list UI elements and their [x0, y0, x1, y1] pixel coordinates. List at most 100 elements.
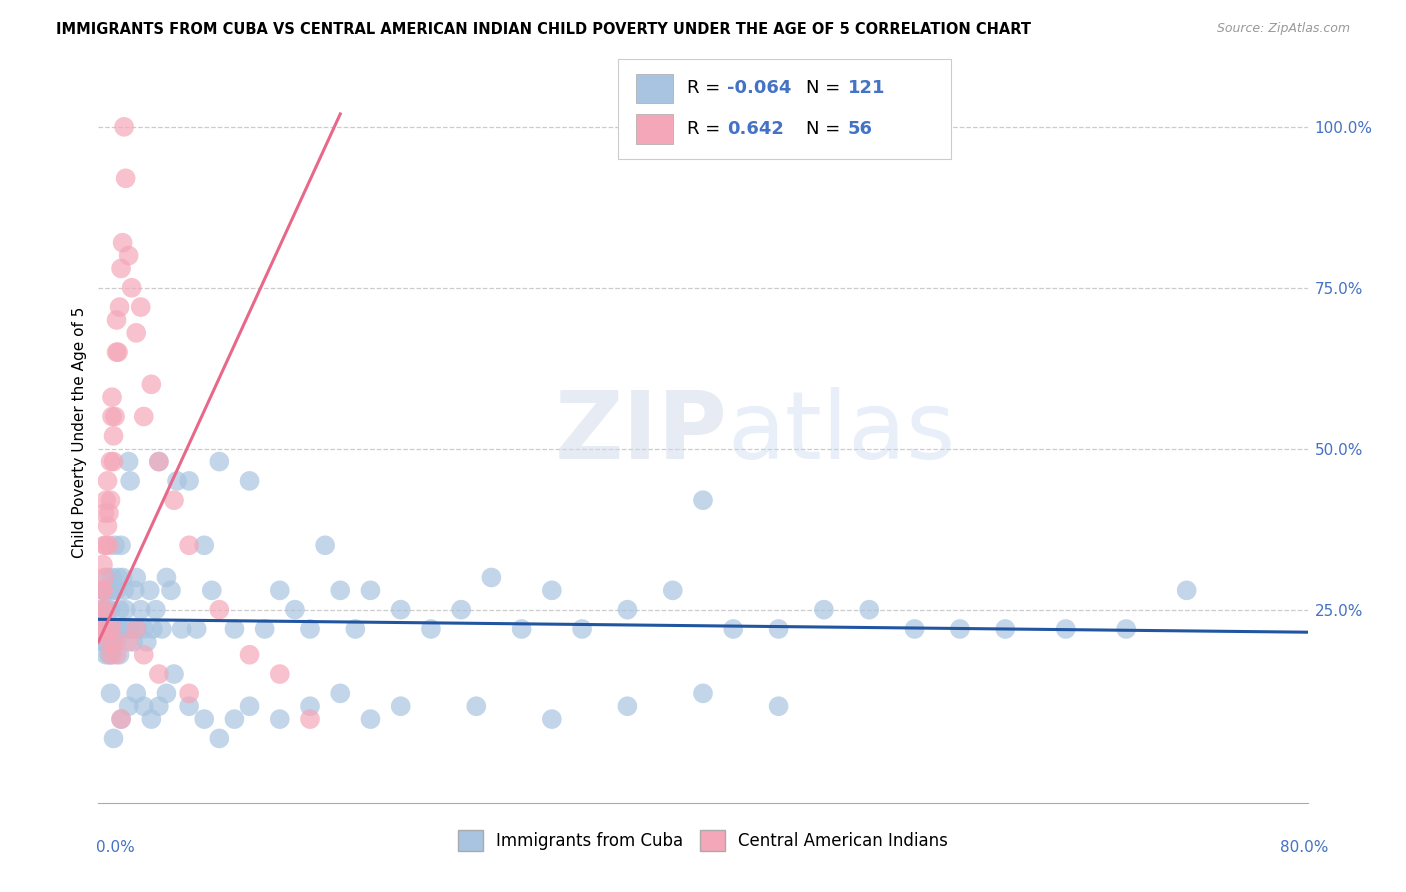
Point: [96, 622, 118, 636]
Point: [132, 409, 155, 424]
Text: atlas: atlas: [727, 386, 956, 479]
Point: [269, 712, 291, 726]
Point: [858, 602, 880, 616]
Point: [122, 635, 145, 649]
Point: [139, 583, 162, 598]
Point: [115, 622, 138, 636]
Point: [193, 712, 215, 726]
Point: [103, 635, 125, 649]
Point: [239, 648, 262, 662]
Point: [96, 474, 118, 488]
Point: [100, 686, 122, 700]
Point: [125, 622, 148, 636]
Point: [148, 454, 170, 468]
Point: [94, 648, 117, 662]
Point: [103, 454, 125, 468]
Text: 121: 121: [848, 79, 886, 97]
Point: [103, 635, 125, 649]
Point: [141, 712, 163, 726]
Text: N =: N =: [806, 79, 846, 97]
Point: [132, 648, 155, 662]
Point: [93, 538, 115, 552]
Point: [155, 686, 177, 700]
Point: [510, 622, 533, 636]
Point: [329, 583, 352, 598]
Point: [125, 570, 148, 584]
Text: 56: 56: [848, 120, 873, 138]
Point: [616, 699, 638, 714]
FancyBboxPatch shape: [637, 73, 672, 103]
Point: [110, 261, 132, 276]
Point: [103, 429, 125, 443]
Point: [96, 519, 118, 533]
Point: [98, 506, 121, 520]
Point: [208, 731, 231, 746]
Point: [132, 699, 155, 714]
Point: [269, 667, 291, 681]
Point: [125, 326, 148, 340]
Point: [692, 686, 714, 700]
Point: [540, 712, 562, 726]
Point: [98, 583, 121, 598]
Point: [100, 622, 122, 636]
Point: [129, 300, 152, 314]
Point: [127, 622, 149, 636]
Point: [108, 648, 131, 662]
Point: [110, 622, 132, 636]
Point: [112, 583, 135, 598]
Point: [224, 712, 246, 726]
Point: [103, 583, 125, 598]
Point: [208, 454, 231, 468]
Text: IMMIGRANTS FROM CUBA VS CENTRAL AMERICAN INDIAN CHILD POVERTY UNDER THE AGE OF 5: IMMIGRANTS FROM CUBA VS CENTRAL AMERICAN…: [56, 22, 1031, 37]
Point: [389, 699, 412, 714]
Point: [118, 635, 141, 649]
Point: [299, 622, 322, 636]
Point: [208, 602, 231, 616]
Point: [96, 635, 118, 649]
Point: [120, 474, 142, 488]
Point: [91, 583, 114, 598]
Y-axis label: Child Poverty Under the Age of 5: Child Poverty Under the Age of 5: [72, 307, 87, 558]
Point: [105, 583, 128, 598]
Point: [94, 622, 117, 636]
Point: [148, 454, 170, 468]
Point: [344, 622, 367, 636]
Point: [98, 538, 121, 552]
Point: [1054, 622, 1077, 636]
Point: [135, 635, 157, 649]
Point: [107, 570, 129, 584]
Point: [94, 493, 117, 508]
Point: [299, 712, 322, 726]
Point: [148, 667, 170, 681]
Point: [723, 622, 745, 636]
Point: [314, 538, 336, 552]
Point: [100, 602, 122, 616]
Point: [481, 570, 503, 584]
Point: [93, 635, 115, 649]
Point: [111, 235, 134, 250]
Point: [360, 583, 382, 598]
Point: [105, 313, 128, 327]
Point: [101, 622, 124, 636]
Text: R =: R =: [688, 120, 727, 138]
Point: [93, 506, 115, 520]
Point: [101, 622, 124, 636]
Point: [450, 602, 472, 616]
Point: [163, 667, 186, 681]
Point: [104, 409, 127, 424]
Point: [93, 570, 115, 584]
Point: [90, 622, 112, 636]
Text: 80.0%: 80.0%: [1281, 840, 1329, 855]
Point: [114, 602, 136, 616]
Point: [124, 583, 146, 598]
Point: [166, 474, 188, 488]
Point: [91, 583, 114, 598]
Point: [90, 602, 112, 616]
Point: [179, 538, 201, 552]
Point: [108, 300, 131, 314]
Text: Source: ZipAtlas.com: Source: ZipAtlas.com: [1216, 22, 1350, 36]
Point: [101, 570, 124, 584]
Point: [110, 712, 132, 726]
Point: [150, 622, 173, 636]
Point: [129, 602, 152, 616]
